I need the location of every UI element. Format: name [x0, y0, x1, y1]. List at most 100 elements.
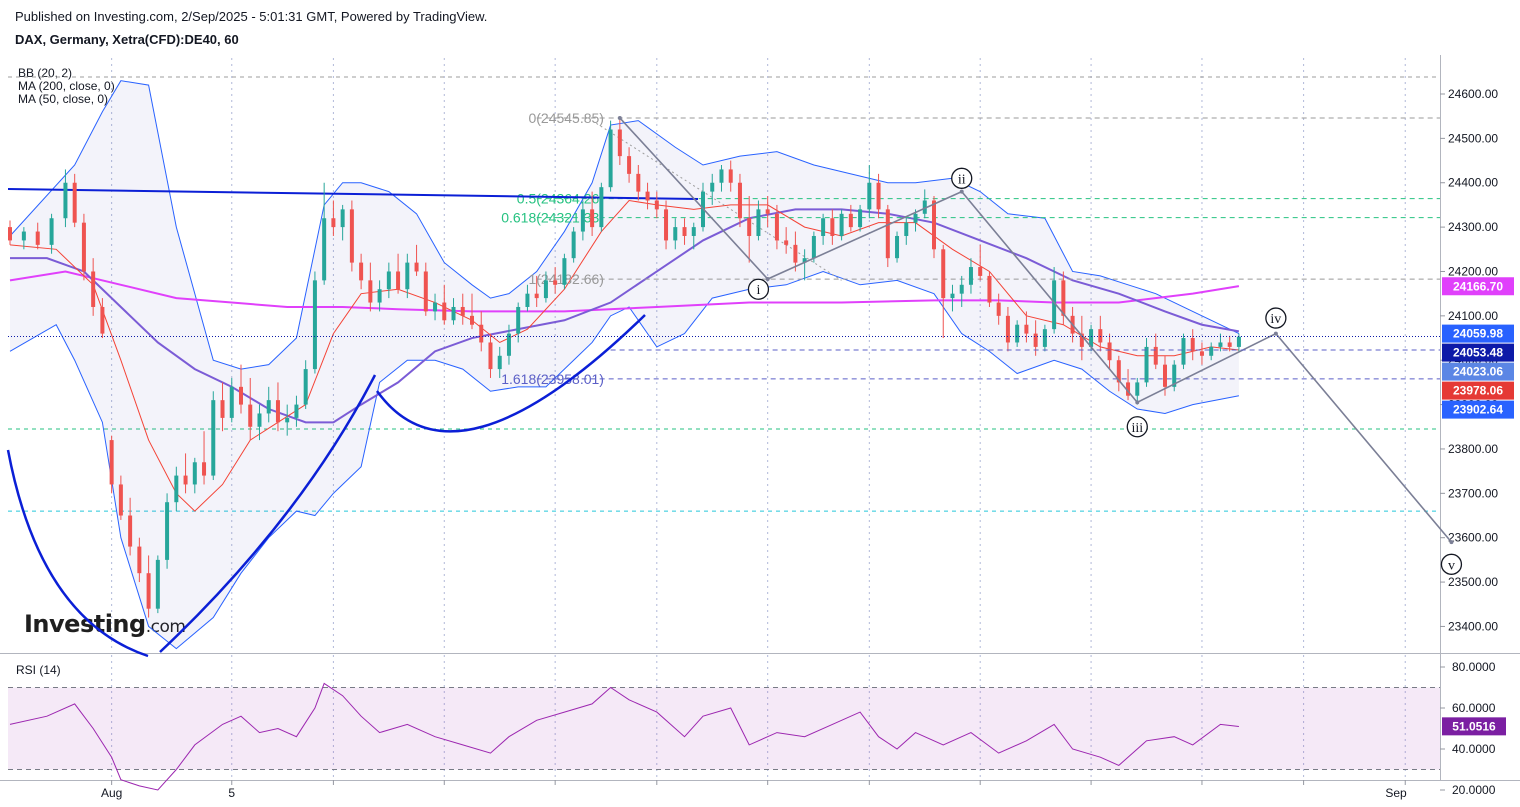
- candle-body: [793, 244, 798, 263]
- price-label-text: 24023.06: [1453, 365, 1503, 379]
- candle-body: [146, 573, 151, 609]
- price-label: 24166.70: [1442, 277, 1514, 296]
- price-tick-label: 23700.00: [1448, 486, 1498, 500]
- time-tick-label: Sep: [1385, 786, 1407, 800]
- candle: [793, 231, 798, 272]
- fib-diagonal: [591, 120, 842, 281]
- candle-body: [968, 267, 973, 285]
- candle-body: [719, 169, 724, 183]
- wave-label-circle: [1265, 307, 1287, 329]
- candle-body: [1172, 364, 1177, 387]
- candle-body: [63, 182, 68, 219]
- candle: [72, 173, 77, 228]
- candle-body: [506, 333, 511, 356]
- candle: [525, 284, 530, 312]
- wave-point: [1449, 540, 1454, 545]
- candle-body: [294, 404, 299, 418]
- wave-label-ii: ii: [951, 167, 973, 189]
- candle-body: [1052, 280, 1057, 330]
- candle-body: [1089, 329, 1094, 347]
- candle-body: [248, 404, 253, 427]
- candle: [303, 360, 308, 410]
- candle: [248, 377, 253, 441]
- candle: [737, 173, 742, 228]
- candle: [239, 364, 243, 414]
- candle-body: [1209, 346, 1214, 356]
- candle: [534, 275, 539, 307]
- candle: [950, 284, 955, 312]
- candle: [922, 189, 927, 219]
- candle: [451, 298, 456, 325]
- candle: [35, 222, 40, 250]
- candle-body: [774, 213, 779, 241]
- candle: [359, 253, 364, 290]
- candle-body: [359, 262, 364, 281]
- candle-body: [451, 306, 456, 321]
- candle-body: [174, 475, 179, 503]
- price-label-text: 24053.48: [1453, 346, 1503, 360]
- candle: [165, 493, 170, 569]
- candle: [137, 537, 142, 583]
- candle-body: [710, 182, 715, 192]
- candle-body: [1024, 324, 1029, 334]
- candle: [1042, 324, 1047, 352]
- candle: [442, 284, 447, 325]
- candle-body: [913, 213, 918, 223]
- price-tick-label: 24100.00: [1448, 309, 1498, 323]
- ma50-line: [10, 208, 1240, 424]
- candle-body: [257, 413, 262, 427]
- indicator-ma200-label[interactable]: MA (200, close, 0): [18, 79, 115, 93]
- candle-body: [266, 400, 271, 414]
- candle-body: [109, 440, 114, 485]
- candle: [682, 218, 687, 245]
- candle: [211, 391, 216, 481]
- candle: [858, 204, 863, 232]
- candle-body: [941, 249, 946, 299]
- candle: [1024, 311, 1029, 343]
- price-tick-label: 24600.00: [1448, 87, 1498, 101]
- indicator-bb-label[interactable]: BB (20, 2): [18, 66, 73, 80]
- candle: [470, 293, 474, 330]
- candle: [414, 244, 419, 276]
- candle-body: [1181, 338, 1186, 365]
- candle: [673, 218, 678, 250]
- candle: [516, 302, 521, 343]
- indicator-ma50-label[interactable]: MA (50, close, 0): [18, 92, 109, 106]
- price-label-box: [1442, 277, 1514, 296]
- candle-body: [867, 182, 872, 210]
- price-label-text: 23978.06: [1453, 384, 1503, 398]
- candle: [867, 164, 872, 219]
- candle-body: [433, 302, 438, 312]
- candle-body: [368, 280, 373, 303]
- candle: [1015, 320, 1020, 347]
- ma-red-line: [9, 199, 1239, 512]
- candle: [368, 262, 373, 312]
- wave-label-text: ii: [958, 172, 966, 187]
- candle-body: [220, 400, 225, 418]
- candle: [765, 196, 770, 228]
- candle: [784, 227, 789, 254]
- candle: [266, 386, 271, 423]
- candle-body: [312, 280, 317, 370]
- candle-body: [1199, 351, 1204, 356]
- candle-body: [562, 258, 567, 285]
- price-tick-label: 23400.00: [1448, 619, 1498, 633]
- pane-separator: [0, 653, 1520, 654]
- candle-body: [377, 289, 382, 303]
- candle-body: [414, 262, 419, 272]
- price-label: 23978.06: [1442, 381, 1514, 400]
- candle-body: [590, 209, 595, 228]
- candle: [1172, 360, 1177, 392]
- candle-body: [1163, 364, 1167, 387]
- wave-point: [1135, 400, 1140, 405]
- candle-body: [8, 227, 12, 241]
- candle: [645, 182, 650, 210]
- symbol-title: DAX, Germany, Xetra(CFD):DE40, 60: [15, 32, 239, 47]
- wave-label-text: i: [756, 283, 760, 298]
- candle-body: [1126, 382, 1131, 396]
- wave-point: [617, 115, 622, 120]
- candle-body: [950, 293, 955, 299]
- candle-body: [1042, 329, 1047, 347]
- candle-body: [608, 129, 613, 188]
